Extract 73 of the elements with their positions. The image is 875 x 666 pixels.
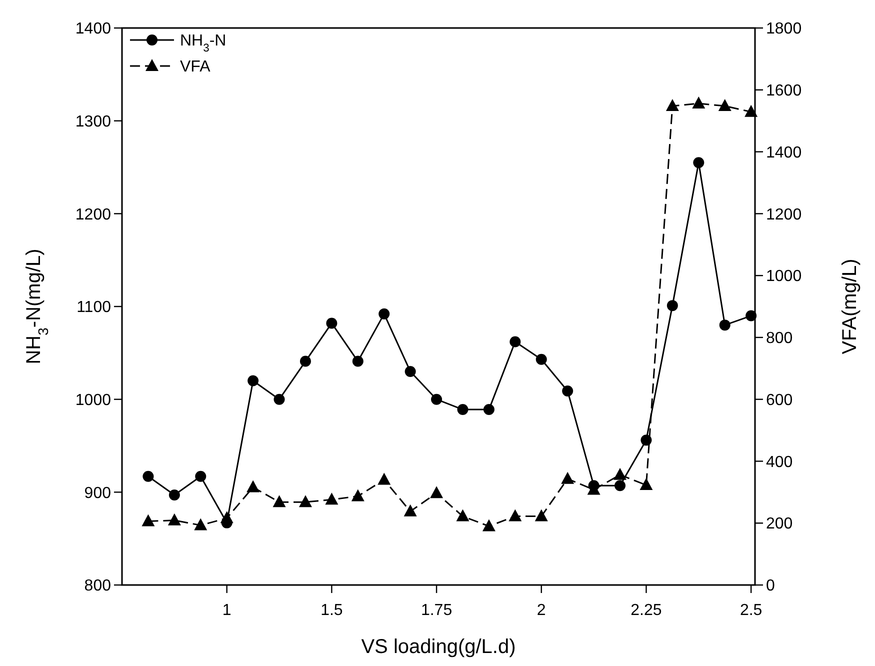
point <box>404 366 416 377</box>
y-tick-label: 800 <box>84 578 112 595</box>
point <box>534 509 548 522</box>
point <box>588 480 600 492</box>
point <box>195 470 206 482</box>
point <box>640 478 653 490</box>
x-tick-label: 2.25 <box>630 602 662 619</box>
point <box>508 509 522 522</box>
point <box>536 354 547 365</box>
y2-tick-label: 1600 <box>766 82 802 100</box>
point <box>483 404 494 416</box>
x-tick-label: 1.75 <box>420 602 452 619</box>
point <box>666 98 679 111</box>
point <box>274 394 285 405</box>
y2-tick-label: 600 <box>766 392 793 409</box>
point <box>168 489 180 500</box>
point <box>746 310 757 322</box>
y2-tick-label: 800 <box>766 330 793 348</box>
point <box>326 318 338 329</box>
y2-tick-label: 1400 <box>766 144 802 162</box>
point <box>482 519 496 532</box>
y-tick-label: 1000 <box>75 392 112 409</box>
y2-tick-label: 1000 <box>766 268 802 286</box>
y-tick-label: 1300 <box>75 113 112 130</box>
point <box>272 495 286 508</box>
point <box>744 104 758 117</box>
point <box>194 518 208 530</box>
point <box>352 356 364 367</box>
point <box>719 320 730 331</box>
y2-tick-label: 0 <box>766 578 775 595</box>
point <box>248 375 259 386</box>
point <box>221 517 232 528</box>
point <box>457 404 468 416</box>
point <box>378 472 391 485</box>
point <box>692 96 706 109</box>
point <box>246 480 260 492</box>
y2-tick-label: 400 <box>766 454 793 471</box>
point <box>142 470 154 482</box>
point <box>430 486 444 498</box>
y2-tick-label: 1800 <box>766 20 802 38</box>
point <box>378 308 390 320</box>
point <box>142 514 155 526</box>
point <box>666 300 678 312</box>
point <box>510 336 521 348</box>
point <box>562 385 574 396</box>
point <box>456 509 470 522</box>
point <box>168 513 181 526</box>
y2-axis-title: VFA(mg/L) <box>839 258 861 354</box>
x-tick-label: 2 <box>536 602 546 619</box>
x-tick-label: 1.5 <box>320 602 343 619</box>
x-tick-label: 2.5 <box>740 602 762 619</box>
y-tick-label: 900 <box>84 484 112 502</box>
point <box>640 434 652 446</box>
point <box>351 489 364 502</box>
point <box>614 468 627 480</box>
point <box>693 157 704 168</box>
legend-label: VFA <box>180 58 211 76</box>
point <box>718 98 732 111</box>
y2-tick-label: 200 <box>766 516 793 533</box>
legend-label: NH$_{3}$-N <box>180 32 226 55</box>
y-tick-label: 1200 <box>75 206 112 224</box>
y2-tick-label: 1200 <box>766 206 802 224</box>
point <box>404 504 417 516</box>
point <box>614 480 626 492</box>
point <box>431 394 442 405</box>
point <box>298 495 312 508</box>
point <box>300 356 311 367</box>
x-axis-title: VS loading(g/L.d) <box>361 636 516 658</box>
x-tick-label: 1 <box>222 602 232 619</box>
point <box>561 472 574 484</box>
y-tick-label: 1100 <box>76 299 112 316</box>
y-tick-label: 1400 <box>75 20 112 38</box>
point <box>325 492 338 505</box>
